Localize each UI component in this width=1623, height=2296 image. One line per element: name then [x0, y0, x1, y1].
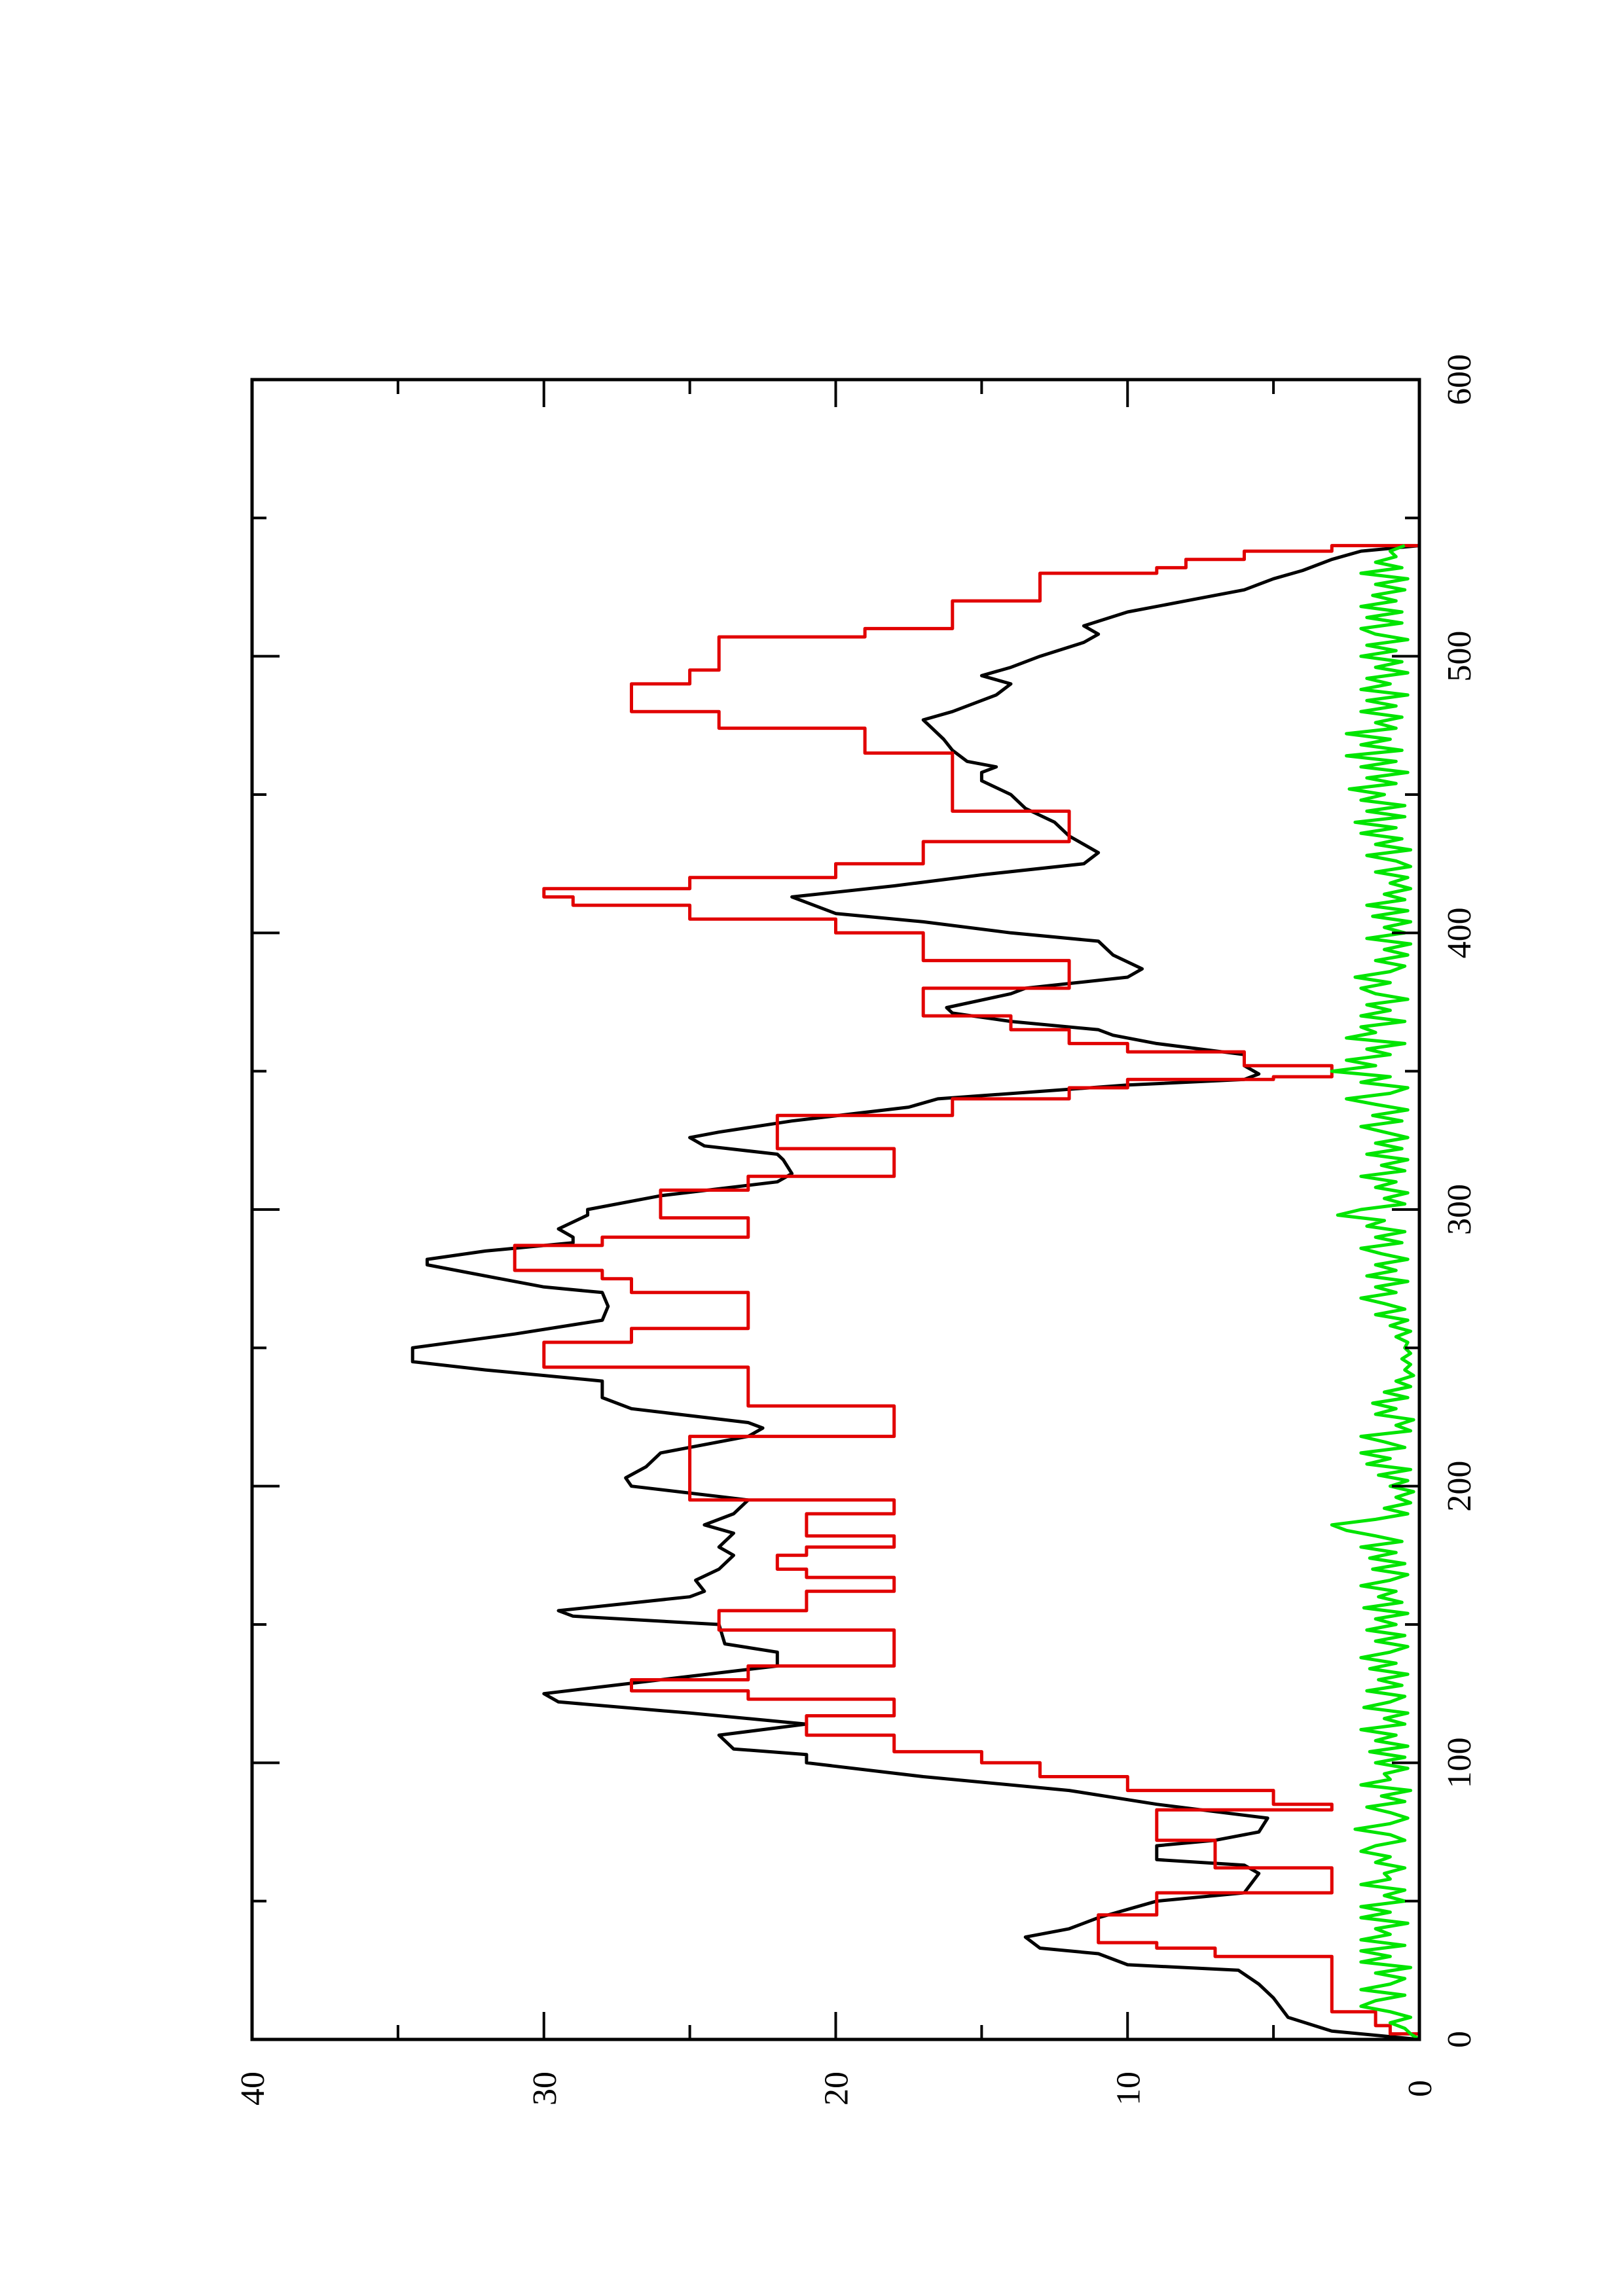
tick-labels-layer: 0 100 200 300 400 500 600 0 10 20 30 40	[234, 354, 1478, 2106]
series-layer	[410, 544, 1421, 2041]
ticks-layer	[251, 378, 1421, 2041]
x-tick-label: 600	[1441, 354, 1478, 405]
y-tick-label: 10	[1110, 2072, 1147, 2106]
x-tick-label: 200	[1441, 1461, 1478, 1512]
y-tick-label: 30	[526, 2072, 564, 2106]
y-tick-label: 0	[1402, 2080, 1439, 2097]
x-tick-label: 0	[1441, 2031, 1478, 2048]
y-tick-label: 20	[818, 2072, 856, 2106]
y-tick-label: 40	[234, 2072, 272, 2106]
x-tick-label: 100	[1441, 1737, 1478, 1788]
x-tick-label: 500	[1441, 631, 1478, 682]
x-tick-label: 400	[1441, 907, 1478, 958]
series-line-3	[1330, 544, 1421, 2041]
x-tick-label: 300	[1441, 1184, 1478, 1235]
series-line-2	[513, 544, 1421, 2039]
series-line-1	[410, 544, 1420, 2041]
